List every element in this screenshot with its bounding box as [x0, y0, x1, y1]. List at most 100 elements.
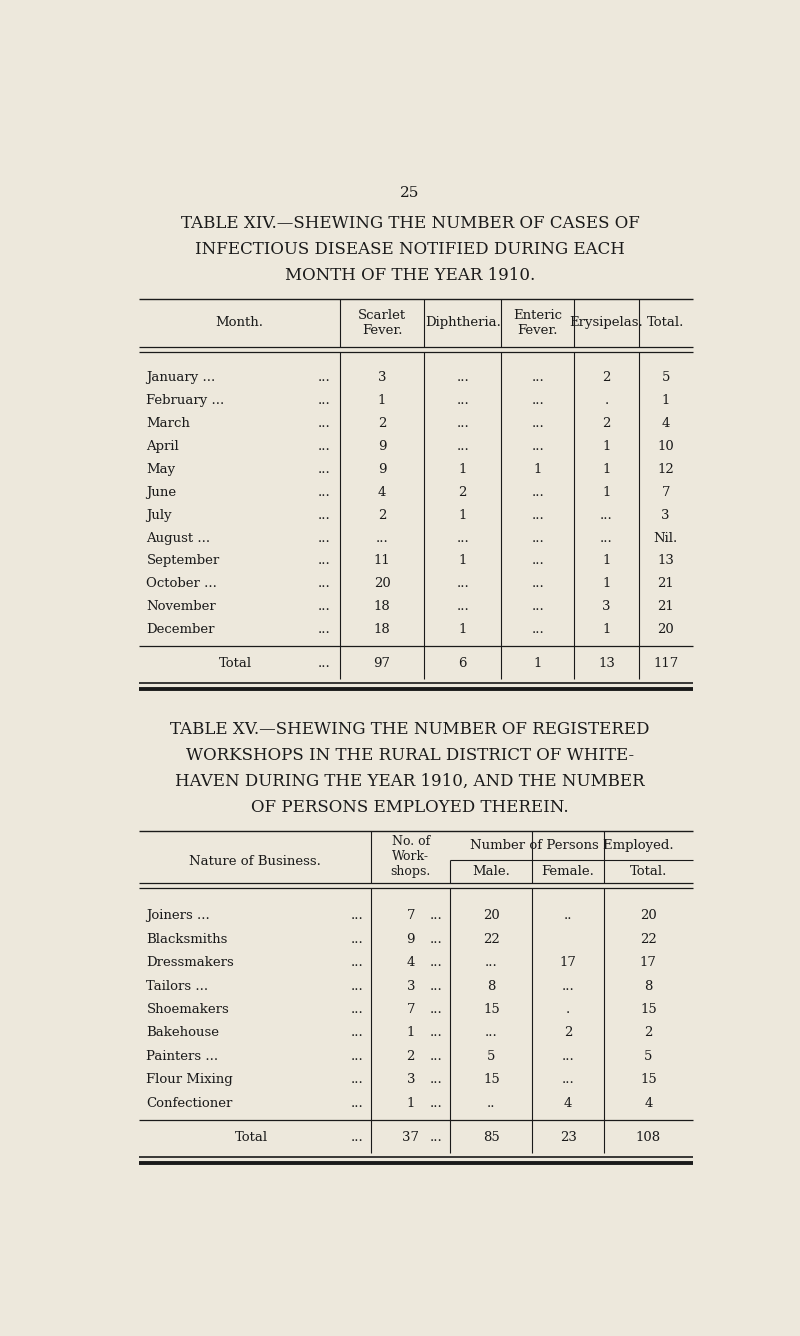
- Text: 97: 97: [374, 657, 390, 671]
- Text: Female.: Female.: [542, 864, 594, 878]
- Text: 7: 7: [662, 485, 670, 498]
- Text: 20: 20: [640, 908, 657, 922]
- Text: 13: 13: [598, 657, 615, 671]
- Text: 7: 7: [406, 1003, 415, 1015]
- Text: ..: ..: [487, 1097, 496, 1110]
- Text: 1: 1: [602, 624, 610, 636]
- Text: Male.: Male.: [473, 864, 510, 878]
- Text: 5: 5: [487, 1050, 495, 1063]
- Text: 3: 3: [378, 371, 386, 383]
- Text: ...: ...: [318, 577, 331, 591]
- Text: ...: ...: [562, 1073, 574, 1086]
- Text: 4: 4: [406, 957, 415, 969]
- Text: ...: ...: [456, 394, 469, 407]
- Text: ...: ...: [562, 979, 574, 993]
- Text: ...: ...: [430, 1050, 442, 1063]
- Text: 15: 15: [483, 1073, 500, 1086]
- Text: 13: 13: [658, 554, 674, 568]
- Text: HAVEN DURING THE YEAR 1910, AND THE NUMBER: HAVEN DURING THE YEAR 1910, AND THE NUMB…: [175, 774, 645, 790]
- Text: 1: 1: [602, 462, 610, 476]
- Text: Bakehouse: Bakehouse: [146, 1026, 219, 1039]
- Text: Number of Persons Employed.: Number of Persons Employed.: [470, 839, 674, 852]
- Text: ...: ...: [531, 394, 544, 407]
- Text: 1: 1: [406, 1026, 415, 1039]
- Text: 15: 15: [640, 1073, 657, 1086]
- Text: ...: ...: [318, 394, 331, 407]
- Text: ...: ...: [430, 1073, 442, 1086]
- Text: WORKSHOPS IN THE RURAL DISTRICT OF WHITE-: WORKSHOPS IN THE RURAL DISTRICT OF WHITE…: [186, 747, 634, 764]
- Text: 1: 1: [378, 394, 386, 407]
- Text: 4: 4: [644, 1097, 653, 1110]
- Text: 9: 9: [378, 440, 386, 453]
- Text: 1: 1: [602, 440, 610, 453]
- Text: 3: 3: [406, 1073, 415, 1086]
- Text: February ...: February ...: [146, 394, 225, 407]
- Text: April: April: [146, 440, 179, 453]
- Text: 9: 9: [378, 462, 386, 476]
- Text: October ...: October ...: [146, 577, 218, 591]
- Text: ...: ...: [318, 509, 331, 521]
- Text: Shoemakers: Shoemakers: [146, 1003, 230, 1015]
- Text: Total.: Total.: [647, 317, 685, 329]
- Text: 8: 8: [644, 979, 653, 993]
- Text: ...: ...: [350, 908, 363, 922]
- Text: 1: 1: [662, 394, 670, 407]
- Text: ...: ...: [350, 1132, 363, 1144]
- Text: 1: 1: [458, 509, 467, 521]
- Text: ...: ...: [531, 532, 544, 545]
- Text: ...: ...: [531, 509, 544, 521]
- Text: 4: 4: [662, 417, 670, 430]
- Text: ...: ...: [485, 957, 498, 969]
- Text: 7: 7: [406, 908, 415, 922]
- Text: ..: ..: [564, 908, 572, 922]
- Text: 1: 1: [602, 554, 610, 568]
- Text: ...: ...: [318, 371, 331, 383]
- Text: 2: 2: [564, 1026, 572, 1039]
- Text: 2: 2: [378, 417, 386, 430]
- Text: ...: ...: [600, 509, 613, 521]
- Text: 21: 21: [658, 577, 674, 591]
- Text: June: June: [146, 485, 177, 498]
- Text: ...: ...: [350, 1003, 363, 1015]
- Text: ...: ...: [350, 1026, 363, 1039]
- Text: Total.: Total.: [630, 864, 667, 878]
- Text: 117: 117: [653, 657, 678, 671]
- Text: Diphtheria.: Diphtheria.: [425, 317, 501, 329]
- Text: 1: 1: [406, 1097, 415, 1110]
- Text: August ...: August ...: [146, 532, 210, 545]
- Text: ...: ...: [456, 417, 469, 430]
- Text: ...: ...: [376, 532, 389, 545]
- Text: 2: 2: [378, 509, 386, 521]
- Text: ...: ...: [318, 532, 331, 545]
- Text: Total: Total: [234, 1132, 268, 1144]
- Text: 1: 1: [602, 485, 610, 498]
- Text: Flour Mixing: Flour Mixing: [146, 1073, 234, 1086]
- Text: November: November: [146, 600, 216, 613]
- Text: INFECTIOUS DISEASE NOTIFIED DURING EACH: INFECTIOUS DISEASE NOTIFIED DURING EACH: [195, 240, 625, 258]
- Text: 1: 1: [458, 554, 467, 568]
- Text: 23: 23: [560, 1132, 577, 1144]
- Text: 22: 22: [483, 933, 500, 946]
- Text: January ...: January ...: [146, 371, 216, 383]
- Text: 20: 20: [658, 624, 674, 636]
- Text: ...: ...: [531, 371, 544, 383]
- Text: ...: ...: [318, 554, 331, 568]
- Text: 5: 5: [662, 371, 670, 383]
- Text: 20: 20: [374, 577, 390, 591]
- Text: ...: ...: [456, 577, 469, 591]
- Text: Blacksmiths: Blacksmiths: [146, 933, 228, 946]
- Text: 10: 10: [658, 440, 674, 453]
- Text: Enteric
Fever.: Enteric Fever.: [514, 309, 562, 337]
- Text: ...: ...: [430, 933, 442, 946]
- Text: 8: 8: [487, 979, 495, 993]
- Text: 18: 18: [374, 600, 390, 613]
- Text: March: March: [146, 417, 190, 430]
- Text: OF PERSONS EMPLOYED THEREIN.: OF PERSONS EMPLOYED THEREIN.: [251, 799, 569, 816]
- Text: 3: 3: [602, 600, 610, 613]
- Text: ...: ...: [531, 554, 544, 568]
- Text: ...: ...: [430, 1026, 442, 1039]
- Text: Painters ...: Painters ...: [146, 1050, 218, 1063]
- Text: 15: 15: [640, 1003, 657, 1015]
- Text: ...: ...: [456, 371, 469, 383]
- Text: Month.: Month.: [215, 317, 263, 329]
